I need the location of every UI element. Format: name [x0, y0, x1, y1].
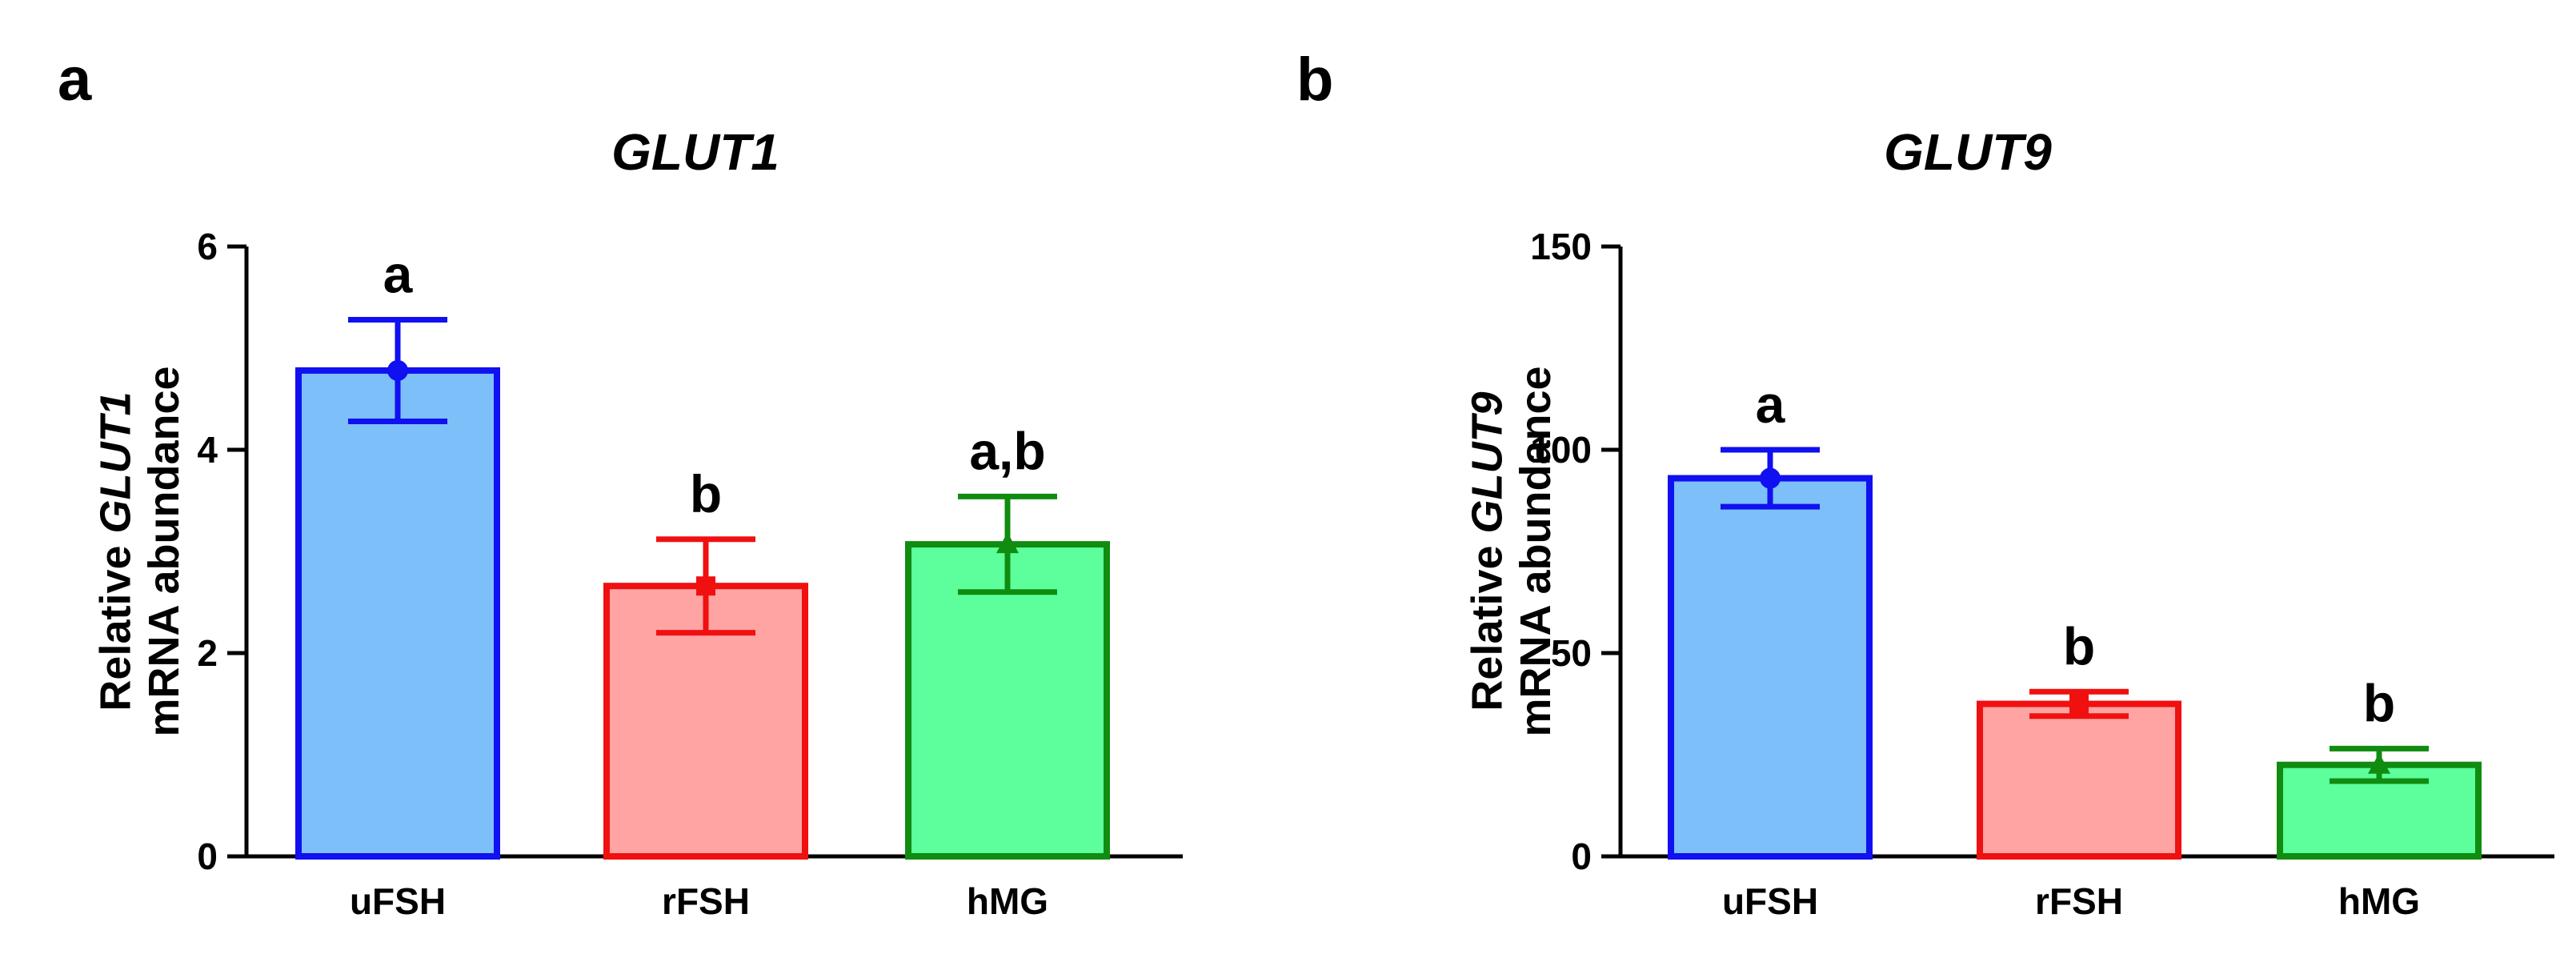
- significance-label: b: [690, 464, 722, 523]
- mean-marker: [996, 532, 1019, 554]
- y-axis-label: Relative GLUT1mRNA abundance: [92, 366, 188, 736]
- x-category-label: rFSH: [662, 880, 750, 922]
- panel-label: b: [1296, 46, 1333, 114]
- y-axis-label-gene: GLUT1: [92, 391, 140, 533]
- mean-marker: [2368, 752, 2390, 774]
- bar: [1668, 475, 1873, 860]
- chart-title: GLUT1: [611, 123, 779, 181]
- y-axis-label-prefix: Relative: [92, 533, 140, 711]
- y-axis-label-prefix: Relative: [1464, 533, 1512, 711]
- y-axis-label-line1: Relative GLUT9: [1464, 391, 1512, 711]
- panel-label: a: [58, 46, 92, 114]
- y-axis-label-line1: Relative GLUT1: [92, 391, 140, 711]
- mean-marker: [696, 576, 715, 596]
- y-tick-label: 6: [197, 226, 218, 267]
- x-category-label: uFSH: [1722, 880, 1818, 922]
- x-category-label: uFSH: [350, 880, 446, 922]
- significance-label: a: [1756, 375, 1786, 434]
- x-category-label: hMG: [2338, 880, 2420, 922]
- y-axis-label-gene: GLUT9: [1464, 391, 1512, 533]
- y-tick-label: 2: [197, 632, 218, 674]
- mean-marker: [2069, 694, 2089, 714]
- significance-label: a,b: [969, 421, 1045, 480]
- y-axis-label-line2: mRNA abundance: [140, 366, 188, 736]
- y-tick-label: 50: [1551, 632, 1592, 674]
- bar: [1977, 700, 2181, 860]
- y-tick-label: 100: [1530, 429, 1592, 471]
- y-tick-label: 0: [197, 836, 218, 877]
- significance-label: b: [2363, 673, 2395, 732]
- mean-marker: [387, 359, 408, 381]
- significance-label: b: [2063, 616, 2095, 675]
- x-category-label: rFSH: [2035, 880, 2123, 922]
- mean-marker: [1760, 467, 1781, 489]
- y-tick-label: 150: [1530, 226, 1592, 267]
- y-tick-label: 4: [197, 429, 218, 471]
- significance-label: a: [383, 244, 414, 303]
- y-axis-label-line2: mRNA abundance: [1512, 366, 1560, 736]
- chart-title: GLUT9: [1884, 123, 2052, 181]
- bar: [295, 367, 500, 860]
- y-axis-label: Relative GLUT9mRNA abundance: [1464, 366, 1560, 736]
- x-category-label: hMG: [967, 880, 1048, 922]
- y-tick-label: 0: [1571, 836, 1592, 877]
